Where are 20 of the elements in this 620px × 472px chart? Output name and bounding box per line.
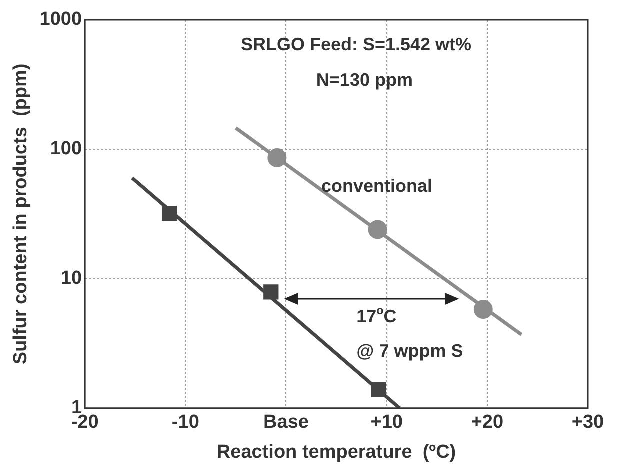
x-tick-label: -10 xyxy=(172,412,200,434)
point xyxy=(264,284,279,300)
point xyxy=(162,206,178,222)
y-tick-label: 1000 xyxy=(40,9,82,30)
point xyxy=(268,148,287,168)
x-tick-label: +10 xyxy=(370,412,403,434)
x-tick-label: +30 xyxy=(572,412,604,434)
y-axis-title: Sulfur content in products (ppm) xyxy=(10,64,32,365)
y-tick-label: 100 xyxy=(50,138,82,160)
x-tick-label: Base xyxy=(264,412,309,434)
x-tick-label: +20 xyxy=(471,412,504,434)
point xyxy=(368,220,388,240)
x-axis-title: Reaction temperature (ºC) xyxy=(216,442,456,463)
y-tick-label: 10 xyxy=(60,268,82,290)
annotation: @ 7 wppm S xyxy=(356,340,464,361)
annotation: conventional xyxy=(321,176,432,196)
point xyxy=(371,382,386,398)
annotation: SRLGO Feed: S=1.542 wt% xyxy=(240,34,472,55)
annotation: N=130 ppm xyxy=(316,70,413,90)
point xyxy=(474,300,493,320)
